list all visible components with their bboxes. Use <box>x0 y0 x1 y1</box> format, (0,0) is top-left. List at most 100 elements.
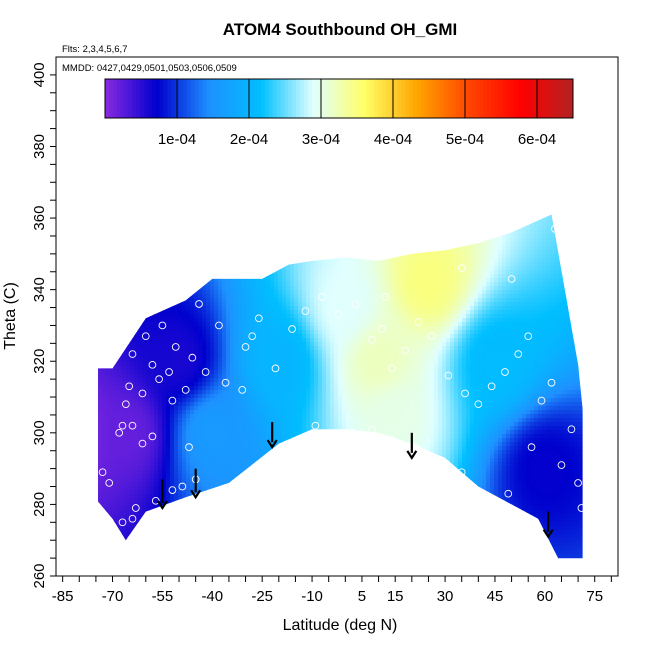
field-cell <box>218 298 223 303</box>
field-cell <box>262 494 267 499</box>
field-cell <box>150 442 155 447</box>
field-cell <box>130 394 135 399</box>
field-cell <box>314 414 319 419</box>
field-cell <box>118 230 123 235</box>
field-cell <box>238 254 243 259</box>
field-cell <box>266 286 271 291</box>
field-cell <box>166 358 171 363</box>
field-cell <box>134 438 139 443</box>
field-cell <box>310 270 315 275</box>
field-cell <box>278 382 283 387</box>
field-cell <box>290 290 295 295</box>
field-cell <box>214 398 219 403</box>
field-cell <box>186 326 191 331</box>
field-cell <box>254 410 259 415</box>
field-cell <box>118 382 123 387</box>
field-cell <box>270 526 275 531</box>
field-cell <box>154 302 159 307</box>
field-cell <box>126 350 131 355</box>
field-cell <box>218 350 223 355</box>
field-cell <box>146 258 151 263</box>
field-cell <box>278 542 283 547</box>
field-cell <box>254 442 259 447</box>
field-cell <box>278 318 283 323</box>
field-cell <box>214 234 219 239</box>
field-cell <box>254 502 259 507</box>
field-cell <box>246 510 251 515</box>
field-cell <box>222 526 227 531</box>
field-cell <box>110 254 115 259</box>
field-cell <box>102 446 107 451</box>
field-cell <box>110 242 115 247</box>
field-cell <box>146 370 151 375</box>
field-cell <box>198 330 203 335</box>
field-cell <box>222 378 227 383</box>
field-cell <box>306 486 311 491</box>
field-cell <box>190 278 195 283</box>
field-cell <box>250 218 255 223</box>
field-cell <box>174 378 179 383</box>
field-cell <box>298 234 303 239</box>
field-cell <box>290 262 295 267</box>
field-cell <box>214 286 219 291</box>
field-cell <box>318 518 323 523</box>
field-cell <box>122 418 127 423</box>
field-cell <box>126 470 131 475</box>
field-cell <box>194 386 199 391</box>
field-cell <box>186 322 191 327</box>
field-cell <box>158 310 163 315</box>
field-cell <box>262 366 267 371</box>
field-cell <box>178 386 183 391</box>
field-cell <box>242 298 247 303</box>
field-cell <box>170 418 175 423</box>
field-cell <box>162 470 167 475</box>
field-cell <box>114 294 119 299</box>
field-cell <box>174 374 179 379</box>
field-cell <box>214 342 219 347</box>
field-cell <box>182 294 187 299</box>
field-cell <box>270 522 275 527</box>
field-cell <box>246 370 251 375</box>
field-cell <box>298 474 303 479</box>
field-cell <box>226 374 231 379</box>
field-cell <box>98 434 103 439</box>
field-cell <box>302 486 307 491</box>
field-cell <box>130 334 135 339</box>
field-cell <box>210 426 215 431</box>
field-cell <box>214 446 219 451</box>
field-cell <box>258 430 263 435</box>
field-cell <box>226 434 231 439</box>
field-cell <box>182 426 187 431</box>
field-cell <box>126 546 131 551</box>
field-cell <box>254 258 259 263</box>
field-cell <box>318 226 323 231</box>
field-cell <box>186 218 191 223</box>
field-cell <box>134 386 139 391</box>
field-cell <box>218 246 223 251</box>
field-cell <box>282 418 287 423</box>
field-cell <box>126 378 131 383</box>
field-cell <box>314 214 319 215</box>
field-cell <box>190 286 195 291</box>
field-cell <box>258 330 263 335</box>
field-cell <box>154 286 159 291</box>
field-cell <box>314 350 319 355</box>
field-cell <box>266 542 271 547</box>
field-cell <box>170 466 175 471</box>
field-cell <box>154 478 159 483</box>
field-cell <box>298 538 303 543</box>
field-cell <box>166 242 171 247</box>
field-cell <box>318 342 323 347</box>
field-cell <box>102 266 107 271</box>
field-cell <box>142 370 147 375</box>
field-cell <box>106 490 111 495</box>
field-cell <box>162 526 167 531</box>
field-cell <box>174 418 179 423</box>
field-cell <box>270 514 275 519</box>
field-cell <box>130 258 135 263</box>
field-cell <box>202 374 207 379</box>
field-cell <box>290 302 295 307</box>
field-cell <box>230 318 235 323</box>
field-cell <box>178 530 183 535</box>
field-cell <box>262 382 267 387</box>
